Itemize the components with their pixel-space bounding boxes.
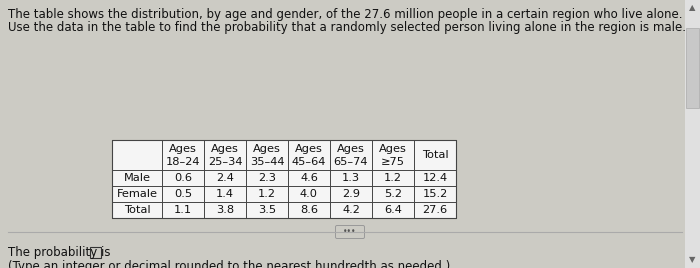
Text: 35–44: 35–44 [250,157,284,167]
Text: Total: Total [421,150,448,160]
Text: ≥75: ≥75 [381,157,405,167]
Bar [685,0,700,268]
Text: (Type an integer or decimal rounded to the nearest hundredth as needed.): (Type an integer or decimal rounded to t… [8,260,450,268]
Bar [90,247,101,258]
Bar [112,140,456,218]
Text: 2.4: 2.4 [216,173,234,183]
Text: 1.2: 1.2 [258,189,276,199]
Text: 1.1: 1.1 [174,205,192,215]
Text: 15.2: 15.2 [422,189,447,199]
Text: 2.3: 2.3 [258,173,276,183]
Text: 12.4: 12.4 [422,173,447,183]
Text: 25–34: 25–34 [208,157,242,167]
Text: 4.0: 4.0 [300,189,318,199]
FancyBboxPatch shape [335,225,365,239]
Text: 0.5: 0.5 [174,189,192,199]
Text: ▼: ▼ [690,255,696,265]
Text: 3.8: 3.8 [216,205,234,215]
Text: The table shows the distribution, by age and gender, of the 27.6 million people : The table shows the distribution, by age… [8,8,682,21]
Text: 5.2: 5.2 [384,189,402,199]
Text: 1.2: 1.2 [384,173,402,183]
Text: 0.6: 0.6 [174,173,192,183]
Text: Total: Total [124,205,150,215]
Text: 6.4: 6.4 [384,205,402,215]
Text: 1.3: 1.3 [342,173,360,183]
Text: ▲: ▲ [690,3,696,13]
Text: Female: Female [116,189,158,199]
Text: 3.5: 3.5 [258,205,276,215]
Text: 65–74: 65–74 [334,157,368,167]
Text: 2.9: 2.9 [342,189,360,199]
Text: •••: ••• [343,228,357,236]
Text: Ages: Ages [337,144,365,154]
Text: 45–64: 45–64 [292,157,326,167]
Text: 4.6: 4.6 [300,173,318,183]
Text: 8.6: 8.6 [300,205,318,215]
Text: The probability is: The probability is [8,246,114,259]
Text: Ages: Ages [295,144,323,154]
Text: Ages: Ages [379,144,407,154]
Bar [686,28,699,108]
Text: Male: Male [123,173,150,183]
Text: 27.6: 27.6 [422,205,447,215]
Text: 18–24: 18–24 [166,157,200,167]
Text: Use the data in the table to find the probability that a randomly selected perso: Use the data in the table to find the pr… [8,21,686,34]
Text: Ages: Ages [253,144,281,154]
Text: 1.4: 1.4 [216,189,234,199]
Text: 4.2: 4.2 [342,205,360,215]
Text: Ages: Ages [169,144,197,154]
Text: Ages: Ages [211,144,239,154]
